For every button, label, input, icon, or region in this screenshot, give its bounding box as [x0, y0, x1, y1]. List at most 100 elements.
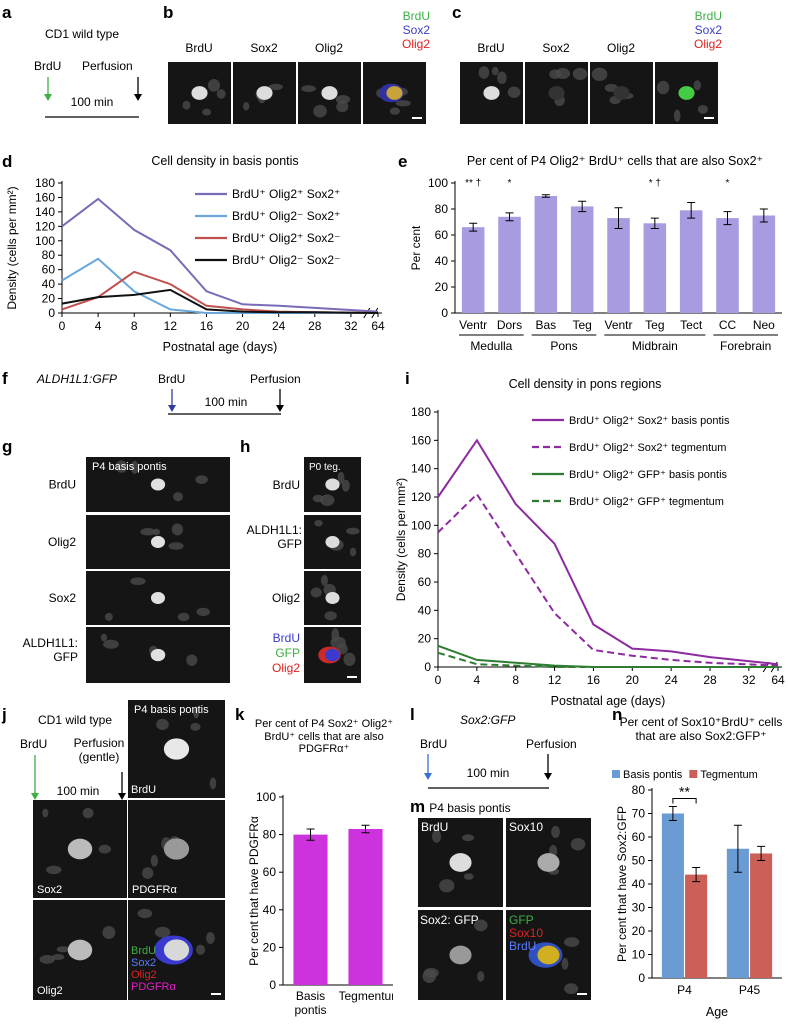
cell: [196, 944, 206, 955]
cell: [497, 71, 507, 85]
arrow-head: [168, 405, 176, 412]
row-label: BrdU: [49, 478, 76, 492]
y-tick-label: 80: [418, 547, 432, 561]
y-tick-label: 30: [632, 901, 646, 915]
cell: [325, 592, 340, 604]
chart-title: Per cent of Sox10⁺BrdU⁺ cells that are a…: [619, 716, 783, 743]
panel-letter: m: [410, 797, 425, 816]
bar: [679, 210, 703, 313]
panel-letter: c: [452, 3, 461, 22]
cell: [320, 574, 328, 586]
panel-letter: g: [2, 437, 12, 456]
cell: [216, 89, 226, 99]
cell: [341, 479, 350, 492]
cell: [346, 527, 360, 535]
error-bar: [687, 202, 696, 219]
bar: [726, 848, 749, 978]
y-tick-label: 0: [269, 978, 276, 992]
cell: [563, 937, 580, 947]
cell: [168, 542, 184, 550]
x-tick-label: Neo: [753, 318, 775, 332]
cell: [331, 628, 340, 643]
cell: [103, 639, 119, 649]
x-tick-label: Bas: [535, 318, 556, 332]
cell: [137, 908, 153, 919]
arrow-head: [134, 94, 142, 101]
significance: *: [726, 178, 730, 189]
x-tick-label: P4: [677, 983, 692, 997]
error-bar: [505, 212, 514, 222]
row-label: Olig2: [272, 591, 300, 605]
error-bar: [614, 207, 623, 229]
cell: [98, 844, 112, 854]
arrow-head: [276, 405, 284, 412]
cell: [67, 838, 93, 860]
row-label: BrdU: [273, 478, 300, 492]
cell: [551, 825, 560, 838]
cell: [56, 946, 70, 953]
merge-legend: Olig2: [694, 37, 722, 51]
y-tick-label: 40: [435, 254, 449, 268]
y-tick-label: 0: [424, 660, 431, 674]
label: Sox2:GFP: [460, 713, 515, 727]
significance: ** †: [465, 178, 481, 189]
cell: [163, 738, 190, 760]
image-label: Olig2: [37, 985, 63, 997]
cell: [150, 854, 159, 867]
bar: [570, 206, 594, 313]
cell: [613, 86, 630, 100]
group-label: Forebrain: [720, 339, 771, 353]
merge-legend: BrdU: [695, 9, 722, 23]
x-tick-label: 24: [272, 319, 286, 333]
cell: [163, 838, 190, 860]
merge-legend: Sox10: [509, 926, 543, 940]
x-axis-label: Postnatal age (days): [551, 694, 666, 708]
cell: [130, 460, 139, 474]
legend-label: BrdU⁺ Olig2⁺ Sox2⁻: [232, 231, 340, 245]
series-line: [61, 197, 379, 313]
cell: [349, 547, 357, 557]
cell: [207, 79, 221, 92]
legend-label: BrdU⁺ Olig2⁻ Sox2⁻: [232, 253, 340, 267]
x-tick-label: 4: [474, 673, 481, 687]
cell: [591, 67, 608, 81]
cell: [432, 829, 442, 843]
significance: *: [508, 178, 512, 189]
significance: **: [679, 783, 690, 799]
label: Perfusion (gentle): [73, 737, 125, 764]
column-label: Sox2: [250, 41, 278, 55]
x-tick-label: 8: [512, 673, 519, 687]
significance-bracket: [672, 797, 697, 804]
x-tick-label: Tegmentum: [338, 990, 393, 1003]
cell: [477, 971, 485, 982]
merge-legend: Sox2: [695, 23, 723, 37]
cell: [310, 587, 322, 598]
column-label: BrdU: [185, 41, 212, 55]
y-tick-label: 80: [263, 828, 277, 842]
x-tick-label: Basis pontis: [294, 990, 327, 1017]
merge-legend: Sox2: [131, 957, 156, 969]
cell: [242, 101, 250, 111]
panel-letter: f: [2, 369, 8, 388]
group-label: Pons: [550, 339, 577, 353]
cell: [491, 66, 499, 76]
cell: [422, 969, 437, 983]
x-tick-label: 0: [59, 319, 66, 333]
x-tick-label: 20: [626, 673, 640, 687]
x-axis-label: Postnatal age (days): [163, 340, 278, 354]
y-tick-label: 120: [35, 219, 55, 233]
image-label: P4 basis pontis: [134, 704, 209, 716]
label: 100 min: [467, 766, 510, 780]
bar: [498, 216, 521, 313]
y-tick-label: 100: [35, 234, 55, 248]
cell: [102, 926, 116, 940]
x-tick-label: 16: [200, 319, 214, 333]
cell: [507, 86, 521, 98]
text-box: Tegmentum: [338, 990, 393, 1003]
cell: [150, 648, 166, 662]
cell: [656, 80, 670, 95]
y-tick-label: 160: [411, 433, 431, 447]
cell: [337, 471, 345, 484]
y-tick-label: 80: [435, 202, 449, 216]
panel-letter: d: [2, 152, 12, 171]
